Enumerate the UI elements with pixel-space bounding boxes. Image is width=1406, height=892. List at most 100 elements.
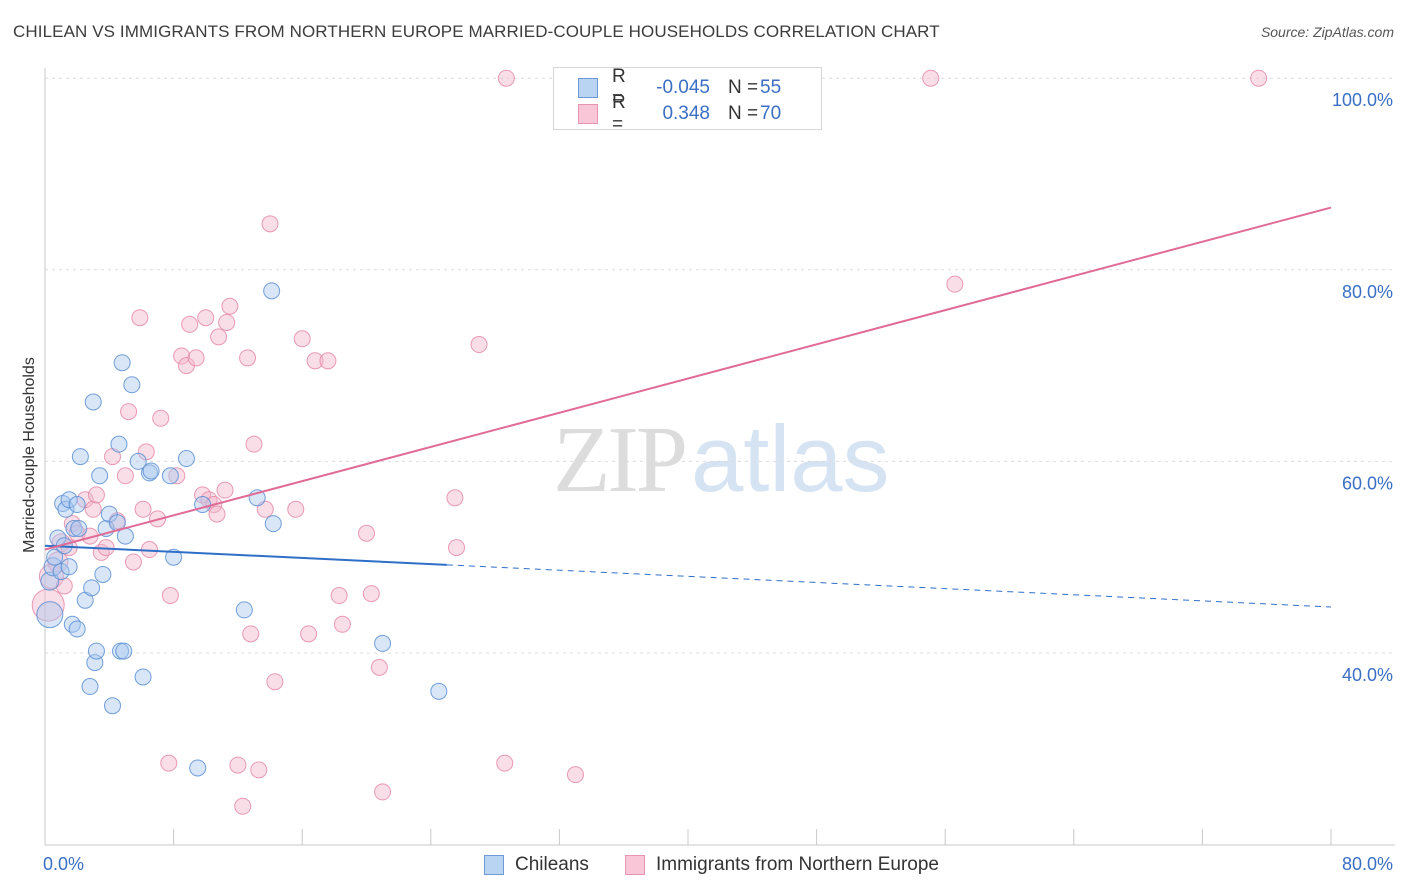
immigrant-point (245, 435, 263, 453)
chilean-point (70, 519, 88, 537)
immigrant-point (287, 500, 305, 518)
chilean-point (68, 620, 86, 638)
chilean-point (104, 697, 122, 715)
y-tick-label: 100.0% (1332, 90, 1393, 110)
chilean-point (235, 601, 253, 619)
immigrant-point (181, 315, 199, 333)
immigrant-point (358, 524, 375, 542)
legend-item-immigrants[interactable]: Immigrants from Northern Europe (625, 852, 939, 878)
chilean-point (115, 642, 133, 660)
chilean-point (189, 759, 207, 777)
chilean-point (52, 563, 70, 581)
immigrant-point (333, 615, 351, 633)
immigrant-point (120, 403, 138, 421)
immigrant-point (234, 797, 252, 815)
chilean-point (91, 467, 109, 485)
immigrant-point (448, 539, 466, 557)
x-tick-label-min: 0.0% (43, 854, 84, 874)
immigrant-point (124, 553, 142, 571)
chilean-point (264, 515, 282, 533)
immigrant-point (84, 500, 102, 518)
chilean-point (374, 634, 392, 652)
chilean-point (142, 462, 160, 480)
chilean-point (87, 642, 105, 660)
immigrant-point (218, 313, 236, 331)
chilean-point (57, 500, 75, 518)
legend-n-value: 70 (760, 103, 782, 124)
immigrant-point (239, 349, 257, 367)
chilean-point (113, 354, 131, 372)
tick-label-layer: 100.0% 80.0% 60.0% 40.0% 0.0% 80.0% (43, 90, 1393, 874)
immigrant-point (55, 577, 73, 595)
legend-n-label: N = (728, 77, 759, 98)
chart-source: Source: ZipAtlas.com (1260, 24, 1394, 40)
immigrant-point (197, 309, 215, 327)
legend-row-immigrants: R = 0.348 N = 70 (578, 92, 782, 135)
immigrant-point (221, 297, 239, 315)
chilean-point (177, 450, 195, 468)
chilean-point (165, 548, 183, 566)
immigrant-point (497, 69, 515, 87)
immigrant-point (370, 658, 388, 676)
axis-layer (44, 68, 1395, 846)
correlation-legend: R = -0.045 N = 55 R = 0.348 N = 70 (553, 66, 822, 135)
immigrant-point (446, 489, 464, 507)
chilean-trend-extension (446, 564, 1332, 608)
chart-title: CHILEAN VS IMMIGRANTS FROM NORTHERN EURO… (13, 22, 940, 41)
chilean-point (161, 467, 179, 485)
immigrant-point (330, 587, 348, 605)
immigrant-point (266, 673, 284, 691)
immigrant-point (173, 347, 191, 365)
x-tick-label-max: 80.0% (1342, 854, 1393, 874)
legend-row-chileans: R = -0.045 N = 55 (578, 66, 782, 109)
legend-n-label: N = (728, 103, 759, 124)
immigrant-point (160, 754, 178, 772)
y-tick-label: 80.0% (1342, 282, 1393, 302)
chilean-point (36, 601, 64, 629)
immigrant-point (116, 467, 134, 485)
immigrant-point (87, 486, 105, 504)
immigrant-trend-line (44, 206, 1332, 551)
immigrant-point (208, 505, 226, 523)
immigrant-point (319, 352, 337, 370)
legend-n-value: 55 (760, 77, 782, 98)
immigrant-point (31, 588, 65, 622)
legend-swatch-blue (484, 855, 504, 875)
chilean-point (430, 682, 448, 700)
legend-r-value: -0.045 (656, 77, 710, 98)
chilean-point (63, 615, 81, 633)
y-tick-label: 60.0% (1342, 473, 1393, 493)
chilean-point (81, 678, 99, 696)
legend-r-label: R = (612, 66, 626, 109)
immigrant-point (293, 330, 311, 348)
chilean-point (68, 496, 86, 514)
immigrant-point (161, 587, 179, 605)
legend-label-immigrants: Immigrants from Northern Europe (656, 854, 939, 875)
chilean-point (134, 668, 152, 686)
chilean-point (60, 558, 78, 576)
chilean-point (60, 491, 78, 509)
y-tick-label: 40.0% (1342, 665, 1393, 685)
legend-item-chileans[interactable]: Chileans (484, 852, 589, 878)
immigrant-point (496, 754, 514, 772)
legend-r-value: 0.348 (662, 103, 710, 124)
immigrant-point (470, 336, 488, 354)
immigrant-point (922, 69, 940, 87)
legend-swatch-blue (578, 78, 598, 98)
chilean-point (123, 376, 141, 394)
legend-label-chileans: Chileans (515, 854, 589, 875)
immigrant-point (134, 500, 152, 518)
chilean-point (263, 282, 281, 300)
immigrant-point (362, 585, 380, 603)
immigrant-point (229, 756, 247, 774)
trend-layer (44, 206, 1332, 608)
immigrant-point (250, 761, 268, 779)
chilean-point (46, 548, 64, 566)
chilean-point (94, 565, 112, 583)
immigrant-point (306, 352, 324, 370)
series-legend: Chileans Immigrants from Northern Europe (0, 852, 1406, 878)
chilean-point (83, 579, 101, 597)
immigrant-point (374, 783, 392, 801)
immigrant-point (131, 309, 149, 327)
